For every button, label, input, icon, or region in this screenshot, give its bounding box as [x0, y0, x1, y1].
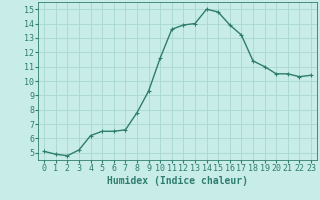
X-axis label: Humidex (Indice chaleur): Humidex (Indice chaleur) — [107, 176, 248, 186]
